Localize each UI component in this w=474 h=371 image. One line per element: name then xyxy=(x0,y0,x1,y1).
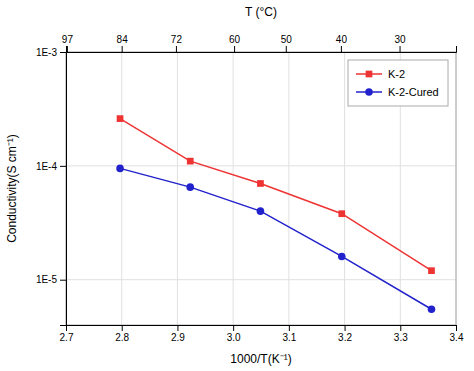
point xyxy=(186,183,194,191)
point xyxy=(338,253,346,261)
legend-marker xyxy=(366,71,373,78)
tick-label: 1E-4 xyxy=(36,161,58,172)
grid-line-y xyxy=(66,165,456,166)
chart: 2.7 2.8 2.9 3.0 3.1 3.2 3.3 3.4 97 84 72 60 50 40 30 1E… xyxy=(0,0,474,371)
tick: 84 xyxy=(117,34,129,52)
tick-label: 3.1 xyxy=(282,332,296,343)
grid-line-x xyxy=(121,52,122,325)
tick: 3.2 xyxy=(338,325,352,343)
grid xyxy=(66,52,456,325)
tick-label: 72 xyxy=(171,34,183,45)
tick-label: 50 xyxy=(281,34,293,45)
tick-mark xyxy=(177,325,178,331)
tick-mark xyxy=(122,325,123,331)
tick-mark xyxy=(234,46,235,52)
tick: 60 xyxy=(229,34,241,52)
tick-mark xyxy=(345,325,346,331)
tick: 97 xyxy=(62,34,74,52)
x-axis: 2.7 2.8 2.9 3.0 3.1 3.2 3.3 3.4 xyxy=(60,325,464,343)
tick: 3.4 xyxy=(450,325,464,343)
legend-item: K-2 xyxy=(356,68,405,80)
tick: 3.3 xyxy=(394,325,408,343)
grid-line-x xyxy=(233,52,234,325)
y-axis-line xyxy=(60,53,67,326)
tick-label: 3.3 xyxy=(394,332,408,343)
tick: 50 xyxy=(281,34,293,52)
point xyxy=(117,115,124,122)
grid-line-x xyxy=(288,52,289,325)
plot-frame xyxy=(66,52,456,325)
y-axis: 1E-5 1E-4 1E-3 xyxy=(36,47,67,326)
legend-label: K-2-Cured xyxy=(388,86,439,98)
grid-line-y xyxy=(66,279,456,280)
legend: K-2 K-2-Cured xyxy=(348,60,448,106)
tick-mark xyxy=(122,46,123,52)
x-axis-title: 1000/T(K⁻¹) xyxy=(230,352,291,366)
tick: 2.8 xyxy=(115,325,129,343)
legend-item: K-2-Cured xyxy=(356,86,439,98)
tick-label: 2.8 xyxy=(115,332,129,343)
point xyxy=(187,158,194,165)
x2-axis-title: T (°C) xyxy=(245,5,277,19)
tick-mark xyxy=(233,325,234,331)
tick: 2.9 xyxy=(171,325,185,343)
tick-mark xyxy=(456,325,457,331)
point xyxy=(428,305,436,313)
tick-mark xyxy=(400,325,401,331)
tick-mark xyxy=(60,280,66,281)
legend-marker xyxy=(365,88,373,96)
x2-axis-line xyxy=(67,46,457,53)
tick-label: 30 xyxy=(394,34,406,45)
tick-label: 60 xyxy=(229,34,241,45)
grid-line-x xyxy=(344,52,345,325)
point xyxy=(257,207,265,215)
grid-line-x xyxy=(177,52,178,325)
legend-label: K-2 xyxy=(388,68,405,80)
tick-mark xyxy=(67,46,68,52)
tick-label: 2.7 xyxy=(60,332,74,343)
tick: 30 xyxy=(394,34,406,52)
x2-axis: 97 84 72 60 50 40 30 xyxy=(62,34,457,53)
tick-label: 3.0 xyxy=(227,332,241,343)
tick-mark xyxy=(400,46,401,52)
tick-label: 3.4 xyxy=(450,332,464,343)
y-axis-title: Conductivity(S cm⁻¹) xyxy=(5,134,19,243)
tick: 1E-4 xyxy=(36,161,66,172)
x-axis-line xyxy=(67,326,457,332)
series-line xyxy=(120,168,431,309)
tick-label: 40 xyxy=(336,34,348,45)
tick-mark xyxy=(60,166,66,167)
legend-box xyxy=(348,60,448,106)
tick-mark xyxy=(176,46,177,52)
tick: 1E-3 xyxy=(36,47,66,58)
tick-mark xyxy=(286,46,287,52)
tick-label: 1E-5 xyxy=(36,274,58,285)
tick-label: 3.2 xyxy=(338,332,352,343)
tick-mark xyxy=(60,52,66,53)
tick: 40 xyxy=(336,34,348,52)
marks xyxy=(116,115,435,313)
tick: 3.0 xyxy=(227,325,241,343)
tick: 72 xyxy=(171,34,183,52)
tick-label: 2.9 xyxy=(171,332,185,343)
point xyxy=(257,180,264,187)
tick-mark xyxy=(341,46,342,52)
point xyxy=(116,165,124,173)
tick-mark xyxy=(289,325,290,331)
point xyxy=(338,210,345,217)
tick: 3.1 xyxy=(282,325,296,343)
plot: 2.7 2.8 2.9 3.0 3.1 3.2 3.3 3.4 97 84 72 60 50 40 30 1E… xyxy=(36,34,464,343)
tick-label: 84 xyxy=(117,34,129,45)
point xyxy=(428,267,435,274)
tick-label: 97 xyxy=(62,34,74,45)
tick: 2.7 xyxy=(60,325,74,343)
tick-label: 1E-3 xyxy=(36,47,58,58)
tick: 1E-5 xyxy=(36,274,66,285)
series-line xyxy=(120,119,431,271)
